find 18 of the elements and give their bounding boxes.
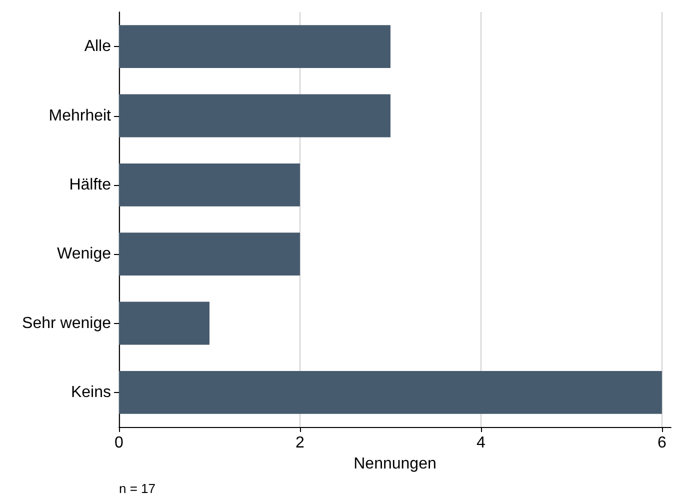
bar [119, 94, 390, 138]
bar [119, 25, 390, 68]
y-tick-label: Alle [84, 38, 112, 56]
text: n = 17 [119, 481, 156, 496]
x-axis-title: Nennungen [354, 455, 436, 472]
bar [119, 163, 300, 206]
x-tick-label: 6 [658, 434, 666, 452]
y-tick-label: Wenige [57, 246, 112, 263]
bar [119, 302, 210, 345]
y-tick-label: Mehrheit [48, 107, 112, 124]
y-tick-label: Keins [70, 384, 111, 401]
x-tick-label: 4 [476, 434, 486, 452]
x-tick-label: 0 [114, 434, 124, 452]
bar [119, 232, 300, 276]
y-tick-label: Sehr wenige [22, 314, 112, 332]
y-tick-label: Hälfte [69, 176, 112, 194]
bar [119, 370, 662, 414]
x-tick-label: 2 [296, 434, 305, 452]
